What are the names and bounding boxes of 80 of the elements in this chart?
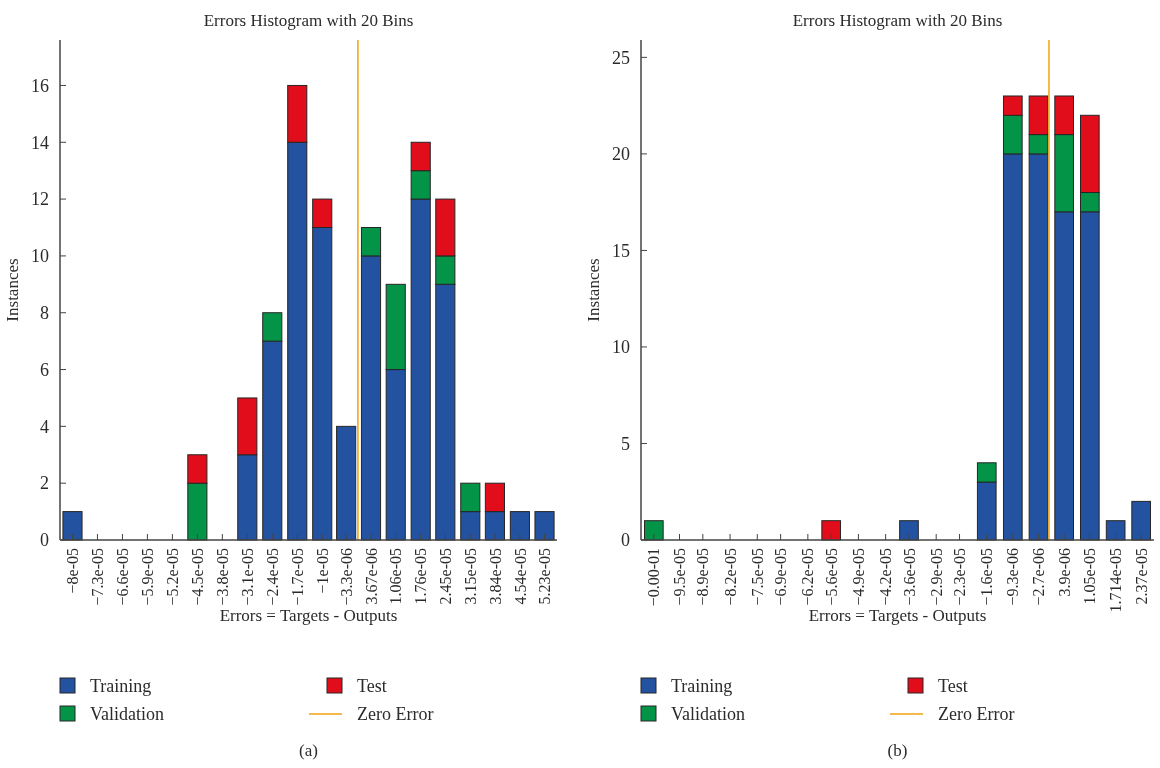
x-tick-label: −1.6e-05	[978, 548, 996, 606]
legend-label: Training	[671, 676, 733, 697]
bar	[821, 520, 842, 541]
x-tick-label: −4.5e-05	[188, 548, 206, 606]
chart-title: Errors Histogram with 20 Bins	[792, 11, 1003, 30]
y-tick-label: 6	[40, 359, 49, 380]
bar	[899, 520, 919, 541]
x-tick-label: −7.3e-05	[89, 548, 107, 606]
x-tick-label: −2.4e-05	[263, 548, 281, 606]
y-tick-label: 15	[612, 240, 630, 261]
x-tick-label: 2.45e-05	[436, 548, 454, 605]
legend-label: Test	[938, 676, 968, 697]
x-tick-label: −6.2e-05	[799, 548, 817, 606]
x-tick-label: 2.37e-05	[1132, 548, 1150, 605]
x-tick-label: 5.23e-05	[536, 548, 554, 605]
x-tick-label: −6.9e-05	[772, 548, 790, 606]
x-tick-label: 4.54e-05	[511, 548, 529, 605]
x-tick-label: 1.05e-05	[1081, 548, 1099, 605]
x-tick-label: −1e-05	[313, 548, 331, 594]
legend-label: Validation	[671, 704, 745, 725]
x-tick-label: −3.1e-05	[238, 548, 256, 606]
x-tick-label: −3.6e-05	[900, 548, 918, 606]
bar	[1131, 500, 1151, 541]
x-tick-label: 1.714e-05	[1107, 548, 1125, 613]
y-tick-label: 0	[621, 530, 630, 551]
x-tick-label: −9.3e-06	[1004, 548, 1022, 606]
x-tick-label: −5.9e-05	[139, 548, 157, 606]
x-tick-label: 1.06e-05	[387, 548, 405, 605]
x-tick-label: −4.2e-05	[877, 548, 895, 606]
bar	[534, 511, 555, 541]
legend-label: Zero Error	[357, 704, 434, 725]
x-axis-title: Errors = Targets - Outputs	[808, 606, 987, 625]
y-tick-label: 16	[31, 75, 49, 96]
y-axis-title: Instances	[3, 258, 22, 322]
y-tick-label: 10	[612, 337, 630, 358]
x-tick-label: −3.8e-05	[213, 548, 231, 606]
x-tick-label: 3.84e-05	[486, 548, 504, 605]
bar	[62, 511, 83, 541]
x-tick-label: 3.67e-06	[362, 548, 380, 605]
bar	[644, 520, 664, 541]
legend-label: Test	[357, 676, 387, 697]
x-tick-label: −5.6e-05	[822, 548, 840, 606]
bar	[509, 511, 530, 541]
x-tick-label: −2.9e-05	[927, 548, 945, 606]
y-tick-label: 2	[40, 473, 49, 494]
x-tick-label: −2.3e-05	[951, 548, 969, 606]
x-tick-label: −6.6e-05	[114, 548, 132, 606]
y-tick-label: 8	[40, 303, 49, 324]
legend-label: Zero Error	[938, 704, 1015, 725]
y-tick-label: 14	[31, 132, 49, 153]
y-axis-title: Instances	[584, 258, 603, 322]
legend-label: Validation	[90, 704, 164, 725]
bar	[1105, 520, 1126, 541]
x-tick-label: −0.00-01	[645, 548, 663, 607]
x-tick-label: −3.3e-06	[337, 548, 355, 606]
text: (a)	[299, 741, 318, 760]
x-tick-label: −9.5e-05	[671, 548, 689, 606]
x-axis-title: Errors = Targets - Outputs	[219, 606, 398, 625]
x-tick-label: 3.15e-05	[461, 548, 479, 605]
legend-label: Training	[90, 676, 152, 697]
text: (b)	[887, 741, 908, 760]
x-tick-label: −1.7e-05	[288, 548, 306, 606]
x-tick-label: −8.9e-05	[694, 548, 712, 606]
y-tick-label: 25	[612, 47, 630, 68]
x-tick-label: −8.2e-05	[721, 548, 739, 606]
y-tick-label: 4	[40, 416, 49, 437]
x-tick-label: −8e-05	[64, 548, 82, 594]
bar	[336, 425, 357, 541]
x-tick-label: 1.76e-05	[412, 548, 430, 605]
x-tick-label: −7.5e-05	[748, 548, 766, 606]
chart-title: Errors Histogram with 20 Bins	[203, 11, 414, 30]
x-tick-label: −2.7e-06	[1030, 548, 1048, 606]
y-tick-label: 12	[31, 189, 49, 210]
x-tick-label: −4.9e-05	[850, 548, 868, 606]
y-tick-label: 20	[612, 144, 630, 165]
y-tick-label: 5	[621, 433, 630, 454]
x-tick-label: −5.2e-05	[163, 548, 181, 606]
x-tick-label: 3.9e-06	[1055, 548, 1073, 597]
y-tick-label: 0	[40, 530, 49, 551]
y-tick-label: 10	[31, 246, 49, 267]
